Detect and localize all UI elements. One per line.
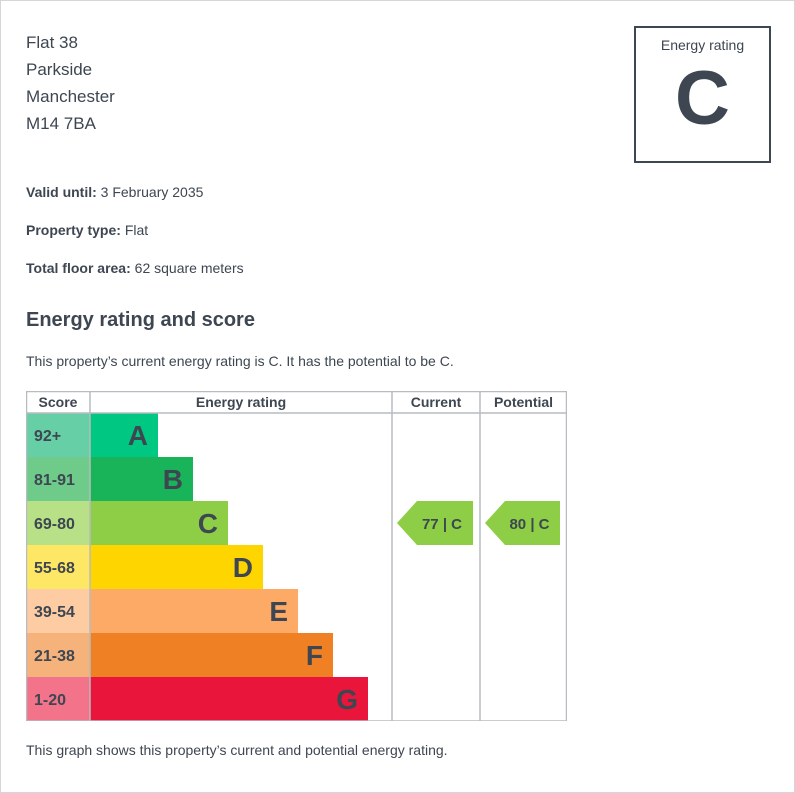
score-label: 55-68 xyxy=(34,560,75,577)
rating-band-letter: C xyxy=(198,508,218,539)
floor-area-label: Total floor area: xyxy=(26,260,131,276)
property-address: Flat 38 Parkside Manchester M14 7BA xyxy=(26,29,115,137)
section-title: Energy rating and score xyxy=(26,309,255,331)
energy-rating-graph: Score Energy rating Current Potential 92+ A 81… xyxy=(26,391,567,721)
rating-summary: This property’s current energy rating is… xyxy=(26,353,454,369)
graph-header: Energy rating xyxy=(196,394,286,410)
valid-until-label: Valid until: xyxy=(26,184,97,200)
rating-band-bar xyxy=(90,589,298,633)
score-cell xyxy=(26,589,90,633)
potential-rating-arrow-label: 80 | C xyxy=(509,516,549,533)
rating-band-letter: F xyxy=(306,640,323,671)
energy-rating-box-label: Energy rating xyxy=(660,37,745,53)
rating-band-bar xyxy=(90,545,263,589)
score-label: 69-80 xyxy=(34,516,75,533)
valid-until-value: 3 February 2035 xyxy=(100,184,204,200)
energy-rating-chart: Score Energy rating Current Potential 92+ A 81… xyxy=(26,391,567,721)
rating-band-letter: B xyxy=(163,464,183,495)
current-rating-arrow xyxy=(397,501,473,545)
score-cell xyxy=(26,633,90,677)
graph-header: Current xyxy=(411,394,462,410)
score-label: 1-20 xyxy=(34,692,66,709)
current-rating-arrow-label: 77 | C xyxy=(422,516,462,533)
score-cell xyxy=(26,501,90,545)
score-label: 92+ xyxy=(34,428,61,445)
rating-band-bar xyxy=(90,413,158,457)
rating-band-letter: E xyxy=(269,596,288,627)
floor-area-value: 62 square meters xyxy=(134,260,244,276)
score-cell xyxy=(26,413,90,457)
score-cell xyxy=(26,545,90,589)
property-type-value: Flat xyxy=(124,222,149,238)
graph-header: Score xyxy=(39,394,78,410)
rating-band-bar xyxy=(90,501,228,545)
address-line: Manchester xyxy=(26,87,115,106)
floor-area: Total floor area: 62 square meters xyxy=(26,260,244,276)
energy-rating-box: Energy rating C xyxy=(634,26,771,163)
score-cell xyxy=(26,457,90,501)
property-type-label: Property type: xyxy=(26,222,121,238)
address-line: Flat 38 xyxy=(26,33,78,52)
property-type: Property type: Flat xyxy=(26,222,148,238)
score-label: 81-91 xyxy=(34,472,75,489)
rating-band-bar xyxy=(90,633,333,677)
graph-header: Potential xyxy=(494,394,553,410)
rating-band-bar xyxy=(90,677,368,721)
energy-rating-letter: C xyxy=(675,56,730,141)
rating-band-letter: A xyxy=(128,420,148,451)
address-line: Parkside xyxy=(26,60,93,79)
rating-band-letter: G xyxy=(336,684,358,715)
address-line: M14 7BA xyxy=(26,114,96,133)
valid-until: Valid until: 3 February 2035 xyxy=(26,184,203,200)
score-label: 39-54 xyxy=(34,604,75,621)
graph-border xyxy=(26,391,567,721)
score-cell xyxy=(26,677,90,721)
rating-band-bar xyxy=(90,457,193,501)
graph-caption: This graph shows this property’s current… xyxy=(26,742,448,758)
score-label: 21-38 xyxy=(34,648,75,665)
rating-band-letter: D xyxy=(233,552,253,583)
potential-rating-arrow xyxy=(485,501,560,545)
